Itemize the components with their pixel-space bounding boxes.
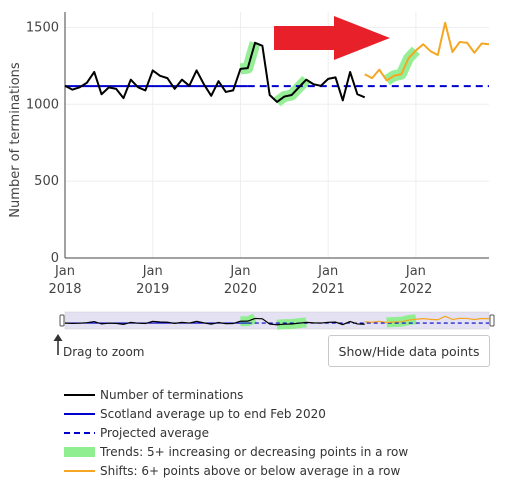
x-tick-year: 2022: [399, 282, 432, 297]
x-tick-month: Jan: [54, 264, 75, 279]
x-tick-year: 2019: [136, 282, 169, 297]
y-tick-label: 1000: [26, 97, 59, 112]
y-tick-label: 0: [51, 251, 59, 266]
y-axis-ticks: 0 500 1000 1500: [26, 20, 59, 266]
x-tick-year: 2018: [48, 282, 81, 297]
x-tick-month: Jan: [142, 264, 163, 279]
range-slider[interactable]: [59, 311, 495, 330]
x-tick-month: Jan: [405, 264, 426, 279]
x-tick-month: Jan: [229, 264, 250, 279]
drag-to-zoom-hint: Drag to zoom: [63, 345, 145, 359]
slider-terminations-line: [64, 317, 365, 326]
slider-shift-line: [364, 315, 490, 324]
x-tick-month: Jan: [317, 264, 338, 279]
legend-label[interactable]: Trends: 5+ increasing or decreasing poin…: [99, 445, 408, 459]
up-arrow-icon: [53, 334, 63, 355]
legend-label[interactable]: Projected average: [100, 426, 209, 440]
legend-label[interactable]: Number of terminations: [100, 388, 243, 402]
red-arrow-annotation: [274, 16, 390, 60]
y-axis-label: Number of terminations: [8, 62, 23, 218]
legend-label[interactable]: Shifts: 6+ points above or below average…: [100, 464, 400, 478]
shift-line: [364, 21, 490, 82]
y-tick-label: 1500: [26, 20, 59, 35]
x-axis-ticks: Jan 2018 Jan 2019 Jan 2020 Jan 2021 Jan 2022: [48, 264, 432, 297]
terminations-line: [64, 41, 366, 103]
plot-area: [64, 16, 490, 107]
legend-swatch: [64, 447, 95, 457]
legend-label[interactable]: Scotland average up to end Feb 2020: [100, 407, 326, 421]
show-hide-data-points-button[interactable]: Show/Hide data points: [328, 335, 490, 367]
x-tick-year: 2020: [224, 282, 257, 297]
range-slider-handle[interactable]: [59, 314, 65, 327]
x-tick-year: 2021: [312, 282, 345, 297]
y-tick-label: 500: [34, 174, 59, 189]
legend: Number of terminations Scotland average u…: [64, 388, 408, 478]
range-slider-handle[interactable]: [489, 314, 495, 327]
